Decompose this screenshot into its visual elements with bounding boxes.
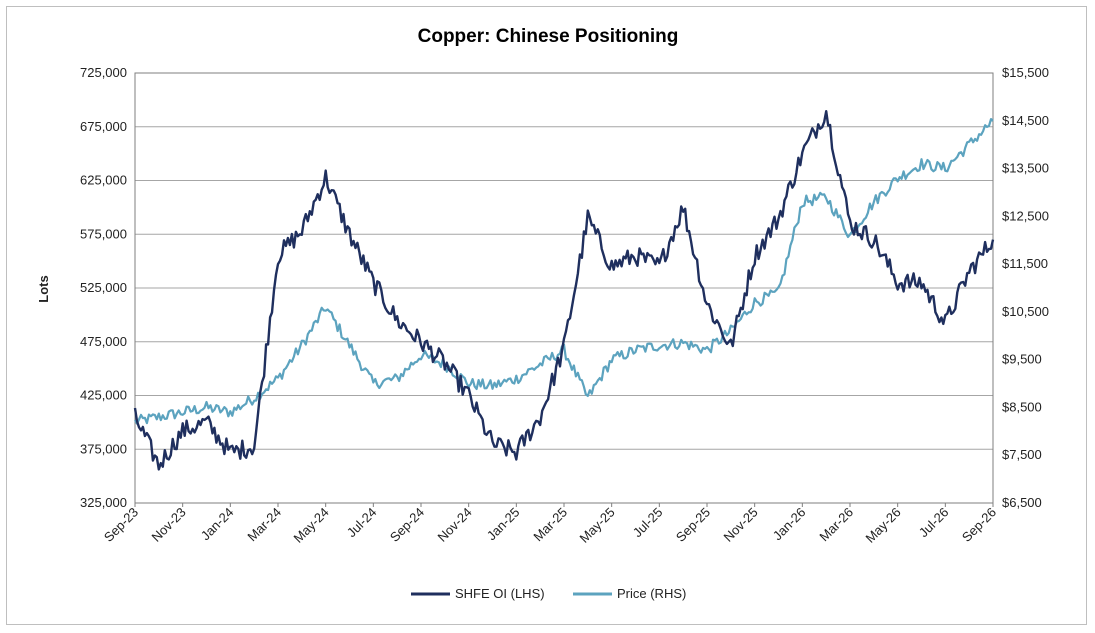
x-tick-label: Mar-24 (244, 505, 284, 545)
x-tick-label: Jul-26 (916, 505, 952, 541)
y-right-tick-label: $13,500 (1002, 161, 1049, 176)
x-tick-label: Mar-25 (530, 505, 570, 545)
legend: SHFE OI (LHS) Price (RHS) (411, 586, 686, 601)
y-left-tick-label: 675,000 (80, 119, 127, 134)
y-axis-right-ticks: $6,500 $7,500 $8,500 $9,500 $10,500 $11,500 $1… (1002, 65, 1049, 510)
y-left-tick-label: 525,000 (80, 280, 127, 295)
series-line-shfe-oi (133, 110, 995, 471)
legend-label-price: Price (RHS) (617, 586, 686, 601)
x-tick-label: May-24 (291, 505, 332, 546)
y-right-tick-label: $14,500 (1002, 113, 1049, 128)
y-left-tick-label: 425,000 (80, 388, 127, 403)
y-left-tick-label: 325,000 (80, 495, 127, 510)
y-left-tick-label: 375,000 (80, 441, 127, 456)
gridlines (134, 72, 994, 504)
x-tick-label: Jan-25 (484, 505, 523, 544)
x-tick-label: Nov-23 (149, 505, 189, 545)
series-lines (133, 110, 995, 471)
y-axis-left-ticks: 325,000 375,000 425,000 475,000 525,000 575,0… (80, 65, 127, 510)
x-tick-label: Jan-24 (198, 505, 237, 544)
y-right-tick-label: $15,500 (1002, 65, 1049, 80)
y-left-tick-label: 575,000 (80, 226, 127, 241)
y-right-tick-label: $12,500 (1002, 208, 1049, 223)
chart-title: Copper: Chinese Positioning (418, 26, 679, 47)
y-right-tick-label: $10,500 (1002, 304, 1049, 319)
chart-frame (6, 6, 1087, 625)
x-tick-label: Nov-24 (435, 505, 475, 545)
x-tick-label: May-26 (863, 505, 904, 546)
y-right-tick-label: $9,500 (1002, 352, 1042, 367)
y-right-tick-label: $8,500 (1002, 399, 1042, 414)
x-tick-label: Sep-24 (387, 505, 427, 545)
y-right-tick-label: $11,500 (1002, 256, 1048, 271)
x-tick-label: Sep-23 (101, 505, 141, 545)
y-left-tick-label: 725,000 (80, 65, 127, 80)
x-tick-label: Jan-26 (770, 505, 809, 544)
x-axis-ticks: Sep-23 Nov-23 Jan-24 Mar-24 May-24 Jul-24 Sep-… (101, 503, 999, 546)
x-tick-label: Sep-26 (959, 505, 999, 545)
x-tick-label: Sep-25 (673, 505, 713, 545)
y-right-tick-label: $7,500 (1002, 447, 1042, 462)
y-right-tick-label: $6,500 (1002, 495, 1042, 510)
x-tick-label: Nov-25 (721, 505, 761, 545)
x-tick-label: Mar-26 (816, 505, 856, 545)
y-axis-label: Lots (36, 275, 51, 302)
x-tick-label: May-25 (577, 505, 618, 546)
legend-label-shfe-oi: SHFE OI (LHS) (455, 586, 545, 601)
y-left-tick-label: 625,000 (80, 173, 127, 188)
x-tick-label: Jul-25 (630, 505, 666, 541)
x-tick-label: Jul-24 (344, 505, 380, 541)
y-left-tick-label: 475,000 (80, 334, 127, 349)
